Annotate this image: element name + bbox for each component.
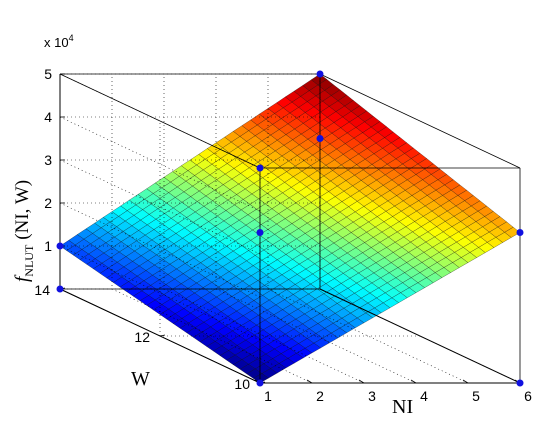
y-tick-label: 12 bbox=[134, 329, 150, 345]
z-exponent-label: x 104 bbox=[44, 33, 74, 50]
x-axis-label: NI bbox=[392, 396, 413, 418]
x-tick-label: 6 bbox=[524, 388, 532, 404]
corner-marker bbox=[56, 285, 64, 293]
x-tick-label: 1 bbox=[264, 388, 272, 404]
x-tick-label: 4 bbox=[420, 388, 428, 404]
z-tick-label: 5 bbox=[44, 66, 52, 82]
corner-marker bbox=[316, 135, 324, 142]
corner-marker bbox=[256, 164, 264, 172]
x-tick-mark bbox=[410, 379, 417, 384]
corner-marker bbox=[256, 229, 264, 236]
y-tick-label: 14 bbox=[34, 282, 50, 298]
corner-marker bbox=[516, 229, 524, 236]
z-tick-label: 1 bbox=[44, 238, 52, 254]
x-tick-mark bbox=[358, 379, 365, 384]
y-tick-mark bbox=[159, 334, 166, 337]
surface-layer bbox=[59, 73, 521, 384]
corner-marker bbox=[316, 70, 324, 78]
corner-marker bbox=[516, 379, 524, 387]
z-tick-label: 4 bbox=[44, 109, 52, 125]
corner-marker bbox=[56, 242, 64, 250]
x-tick-label: 3 bbox=[368, 388, 376, 404]
x-tick-mark bbox=[462, 379, 469, 384]
y-tick-label: 10 bbox=[234, 376, 250, 392]
x-tick-label: 2 bbox=[316, 388, 324, 404]
z-tick-label: 3 bbox=[44, 152, 52, 168]
x-tick-mark bbox=[306, 379, 313, 384]
x-tick-label: 5 bbox=[472, 388, 480, 404]
z-axis-label: fNLUT(NI, W) bbox=[12, 180, 36, 282]
box-edge bbox=[319, 73, 521, 169]
box-edge bbox=[59, 73, 261, 169]
y-axis-label: W bbox=[131, 368, 150, 390]
corner-marker bbox=[256, 379, 264, 387]
box-edge-front bbox=[319, 288, 521, 384]
z-tick-label: 2 bbox=[44, 195, 52, 211]
